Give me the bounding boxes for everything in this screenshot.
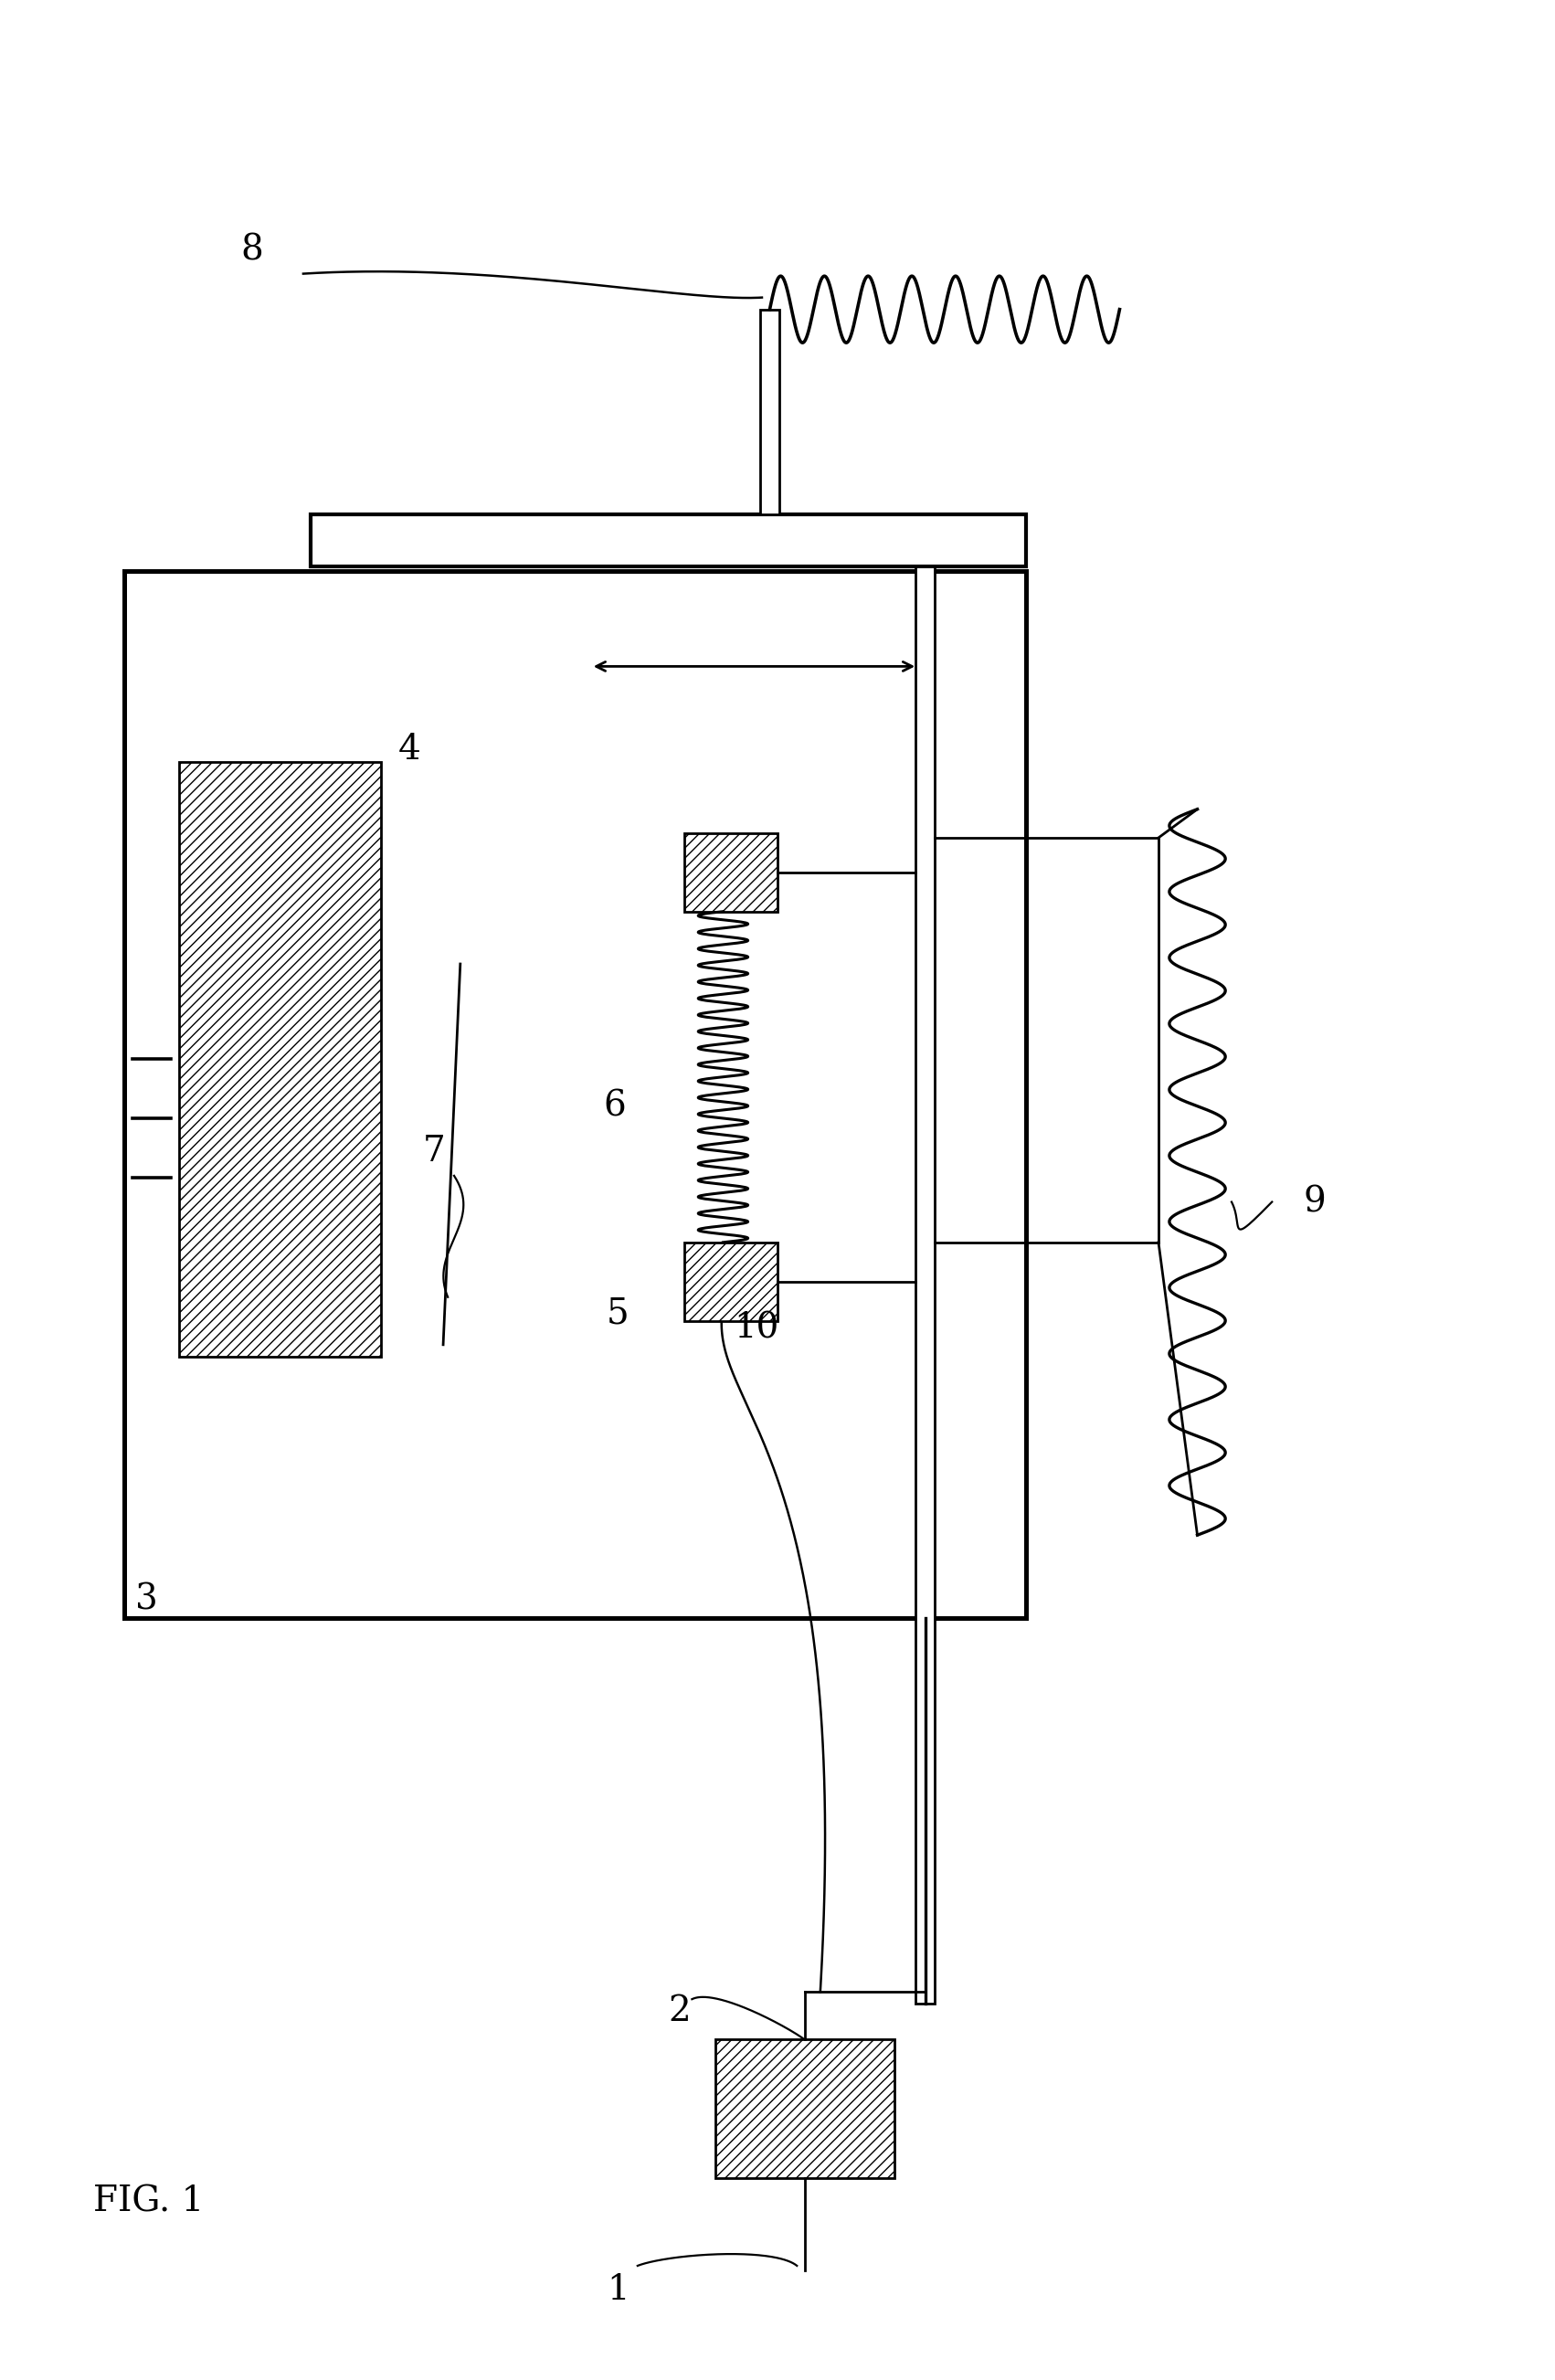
Bar [179,762,381,1357]
Text: 2: 2 [669,1994,692,2028]
Bar [916,566,935,2004]
Text: 4: 4 [398,733,421,766]
Text: 1: 1 [606,2273,628,2306]
Text: 5: 5 [606,1297,630,1330]
Bar [124,571,1026,1618]
Bar [684,833,778,912]
Bar [311,514,1026,566]
Text: 9: 9 [1303,1185,1326,1219]
Text: 7: 7 [423,1135,446,1169]
Text: FIG. 1: FIG. 1 [93,2185,204,2218]
Text: 10: 10 [734,1311,779,1345]
Text: 3: 3 [135,1583,159,1616]
Bar [684,1242,778,1321]
Bar [715,2040,894,2178]
Bar [760,309,779,514]
Text: 6: 6 [603,1090,627,1123]
Text: 8: 8 [241,233,264,267]
